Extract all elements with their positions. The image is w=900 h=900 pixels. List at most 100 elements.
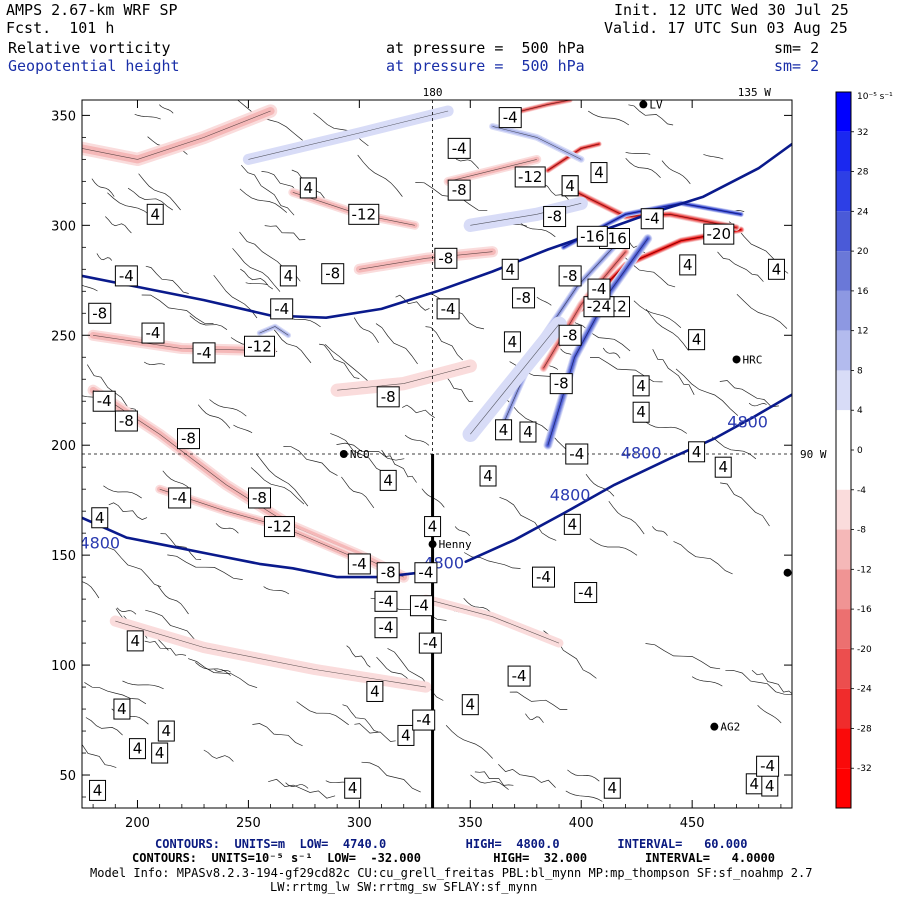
colorbar-segment — [836, 768, 851, 808]
thin-contour — [711, 436, 757, 460]
vorticity-label: -12 — [247, 337, 272, 355]
label-box — [756, 755, 780, 777]
height-contour-line — [464, 393, 792, 563]
vorticity-label: -4 — [172, 489, 187, 507]
thin-contour — [719, 380, 779, 408]
vorticity-label-box: 4 — [299, 177, 317, 199]
thin-contour — [703, 154, 724, 160]
vorticity-label-box: 4 — [146, 203, 164, 225]
vorticity-label: 4 — [483, 467, 493, 485]
vorticity-contour — [159, 488, 360, 560]
vorticity-label: -8 — [547, 208, 562, 226]
vorticity-label-box: -4 — [92, 390, 116, 412]
thin-contour — [361, 761, 421, 793]
vorticity-contour — [115, 620, 426, 688]
vorticity-contour — [470, 203, 582, 226]
colorbar-segment — [836, 211, 851, 252]
thin-contour — [107, 192, 151, 216]
vorticity-label-box: 4 — [561, 175, 579, 197]
vorticity-label: 4 — [523, 423, 533, 441]
thin-contour — [341, 476, 375, 509]
thin-contour — [346, 645, 371, 668]
colorbar-segment — [836, 450, 851, 490]
thin-contour — [757, 704, 782, 724]
thin-contour — [445, 725, 493, 759]
forecast-hour: Fcst. 101 h — [6, 19, 115, 37]
vorticity-label-box: -16 — [576, 225, 608, 247]
vorticity-label: 4 — [401, 726, 411, 744]
thin-contour — [138, 173, 181, 211]
label-box — [376, 386, 400, 408]
vorticity-label-box: -4 — [168, 487, 192, 509]
vorticity-label-box: -4 — [409, 595, 433, 617]
label-box — [146, 203, 164, 225]
vorticity-label-box: -8 — [549, 373, 573, 395]
colorbar: 10⁻⁵ s⁻¹ 32 28 24 20 16 12 8 4 0 -4 -8 -12 -16 -20 -24 -… — [835, 91, 893, 809]
negative-vorticity-band — [421, 594, 564, 648]
label-box — [519, 421, 537, 443]
label-box — [409, 595, 433, 617]
vorticity-label: -4 — [591, 280, 606, 298]
x-tick-label: 450 — [680, 816, 705, 831]
label-box — [563, 513, 581, 535]
meridian-label: 180 — [423, 86, 443, 99]
vorticity-label: -4 — [274, 300, 289, 318]
vorticity-label-box: -12 — [514, 166, 546, 188]
thin-contour — [353, 317, 379, 343]
thin-contour — [82, 284, 98, 292]
height-contour-line — [82, 142, 792, 319]
colorbar-segment — [836, 688, 851, 729]
thin-contour — [442, 376, 474, 402]
vorticity-label-box: -4 — [436, 298, 460, 320]
thin-contour — [645, 308, 689, 351]
label-box — [688, 441, 706, 463]
vorticity-label: -4 — [569, 445, 584, 463]
label-box — [507, 665, 531, 687]
label-box — [151, 742, 169, 764]
vorticity-contour — [547, 143, 600, 171]
vorticity-contour — [492, 126, 582, 160]
colorbar-segment — [836, 251, 851, 291]
thin-contour — [105, 216, 132, 234]
field2-level: at pressure = 500 hPa — [386, 57, 585, 75]
vorticity-label-box: -12 — [348, 203, 380, 225]
vorticity-label-box: -8 — [558, 324, 582, 346]
thin-contour — [159, 104, 174, 114]
y-tick-label: 50 — [59, 769, 76, 784]
thin-contour — [108, 502, 148, 520]
thin-contour — [285, 782, 309, 789]
thin-contour — [675, 368, 739, 416]
thin-contour — [691, 676, 723, 687]
label-box — [376, 562, 400, 584]
vorticity-label-box: 4 — [344, 777, 362, 799]
model-info: Model Info: MPASv8.2.3-194-gf29cd82c CU:… — [90, 866, 813, 880]
thin-contour — [652, 526, 668, 536]
thin-contour — [645, 643, 721, 670]
vorticity-label: 4 — [130, 632, 140, 650]
label-box — [561, 175, 579, 197]
station-label: NCO — [350, 448, 370, 461]
thin-contour — [96, 253, 113, 261]
thin-contour — [404, 434, 430, 446]
thin-contour — [751, 669, 792, 695]
colorbar-segment — [836, 569, 851, 610]
vorticity-label-box: -8 — [376, 562, 400, 584]
vorticity-label-box: -4 — [498, 107, 522, 129]
positive-vorticity-band — [490, 124, 584, 162]
vorticity-label: -8 — [554, 375, 569, 393]
thin-contour — [239, 188, 288, 213]
thin-contour — [387, 648, 444, 701]
vorticity-label-box: 4 — [479, 465, 497, 487]
vorticity-label: 4 — [428, 518, 438, 536]
label-box — [321, 263, 345, 285]
vorticity-label-box: -4 — [374, 617, 398, 639]
vorticity-label-box: -4 — [532, 566, 555, 588]
thin-contour — [319, 343, 360, 379]
vorticity-label: -16 — [602, 230, 627, 248]
thin-contour — [157, 585, 189, 615]
colorbar-tick-label: -4 — [857, 486, 866, 496]
label-box — [549, 373, 573, 395]
thin-contour — [91, 178, 115, 197]
vorticity-label-box: 4 — [688, 441, 706, 463]
colorbar-segment — [836, 330, 851, 371]
